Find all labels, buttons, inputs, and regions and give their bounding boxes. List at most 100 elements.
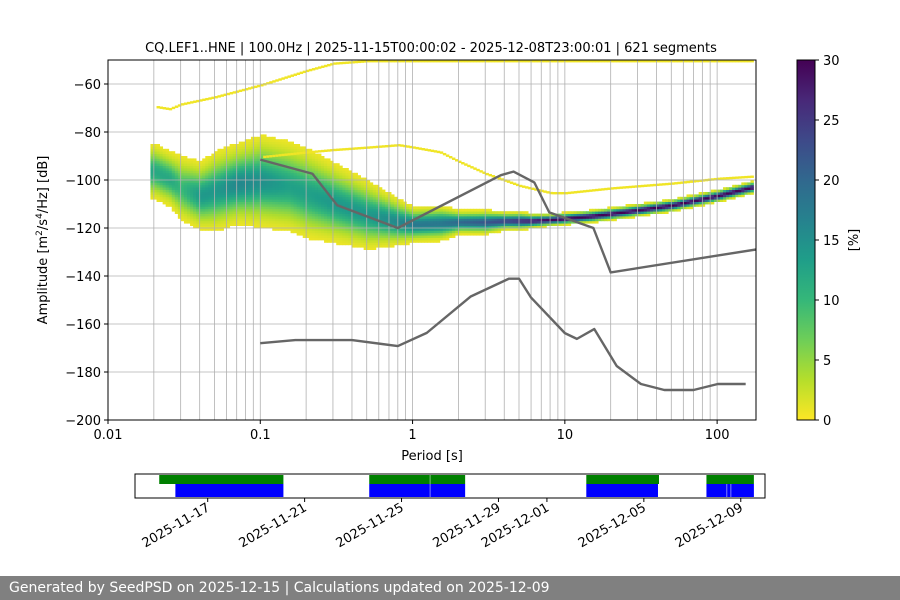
heatmap-cell: [260, 151, 264, 154]
heatmap-cell: [616, 206, 620, 210]
heatmap-cell: [430, 60, 435, 63]
heatmap-cell: [345, 211, 349, 214]
heatmap-cell: [369, 201, 374, 205]
heatmap-cell: [656, 183, 660, 187]
heatmap-cell: [543, 218, 547, 222]
heatmap-cell: [348, 180, 352, 183]
heatmap-cell: [226, 160, 231, 164]
heatmap-cell: [314, 158, 319, 162]
heatmap-cell: [363, 230, 368, 234]
heatmap-cell: [305, 158, 310, 162]
heatmap-cell: [260, 165, 264, 169]
heatmap-cell: [345, 199, 349, 202]
heatmap-cell: [217, 187, 221, 190]
heatmap-cell: [394, 201, 398, 205]
heatmap-cell: [375, 201, 380, 205]
heatmap-cell: [278, 208, 282, 212]
heatmap-cell: [564, 223, 569, 226]
heatmap-cell: [205, 201, 209, 205]
heatmap-cell: [290, 194, 294, 198]
heatmap-cell: [196, 208, 200, 212]
heatmap-cell: [589, 216, 593, 219]
heatmap-cell: [302, 168, 307, 171]
heatmap-cell: [409, 230, 413, 234]
heatmap-cell: [305, 208, 310, 212]
heatmap-cell: [622, 206, 626, 210]
heatmap-cell: [333, 172, 337, 176]
heatmap-cell: [232, 177, 237, 181]
heatmap-cell: [263, 136, 267, 140]
heatmap-cell: [311, 153, 316, 157]
heatmap-cell: [193, 220, 197, 224]
heatmap-cell: [336, 180, 340, 183]
heatmap-cell: [351, 220, 355, 224]
heatmap-cell: [470, 208, 474, 212]
heatmap-cell: [403, 216, 407, 219]
heatmap-cell: [208, 184, 212, 188]
heatmap-cell: [238, 213, 243, 217]
heatmap-cell: [223, 208, 227, 212]
heatmap-cell: [324, 187, 328, 190]
heatmap-cell: [491, 228, 496, 231]
data-availability-segment: [586, 475, 659, 484]
heatmap-cell: [220, 196, 224, 200]
heatmap-cell: [515, 183, 520, 187]
heatmap-cell: [269, 213, 273, 217]
heatmap-cell: [357, 206, 361, 210]
heatmap-cell: [479, 213, 483, 217]
heatmap-cell: [555, 218, 559, 222]
heatmap-cell: [378, 244, 383, 248]
heatmap-cell: [290, 74, 294, 77]
heatmap-cell: [333, 163, 337, 166]
heatmap-cell: [719, 192, 724, 195]
heatmap-cell: [467, 232, 471, 236]
heatmap-cell: [305, 232, 310, 236]
heatmap-cell: [257, 206, 261, 210]
heatmap-cell: [321, 170, 325, 174]
heatmap-cell: [394, 216, 398, 219]
heatmap-cell: [622, 211, 626, 214]
heatmap-cell: [217, 228, 221, 231]
heatmap-cell: [232, 201, 237, 205]
heatmap-cell: [741, 192, 745, 195]
heatmap-cell: [190, 170, 194, 174]
heatmap-cell: [500, 60, 505, 63]
heatmap-cell: [196, 189, 200, 193]
heatmap-cell: [235, 211, 240, 214]
heatmap-cell: [333, 180, 337, 183]
heatmap-cell: [272, 136, 276, 140]
heatmap-cell: [482, 225, 486, 229]
heatmap-cell: [579, 220, 584, 224]
heatmap-cell: [211, 163, 215, 166]
heatmap-cell: [665, 199, 669, 202]
heatmap-cell: [260, 170, 264, 174]
heatmap-cell: [260, 218, 264, 222]
heatmap-cell: [229, 144, 234, 147]
heatmap-cell: [272, 144, 276, 147]
heatmap-cell: [223, 220, 227, 224]
heatmap-cell: [321, 156, 325, 159]
heatmap-cell: [394, 235, 398, 238]
heatmap-cell: [183, 206, 188, 210]
heatmap-cell: [729, 187, 733, 190]
heatmap-cell: [284, 180, 288, 183]
heatmap-cell: [324, 182, 328, 186]
heatmap-cell: [421, 228, 425, 231]
heatmap-cell: [732, 187, 736, 190]
heatmap-cell: [619, 213, 623, 217]
heatmap-cell: [272, 192, 276, 195]
heatmap-cell: [311, 187, 316, 190]
heatmap-cell: [494, 60, 499, 63]
heatmap-cell: [455, 216, 459, 219]
heatmap-cell: [400, 240, 404, 243]
heatmap-cell: [281, 194, 285, 198]
heatmap-cell: [208, 97, 212, 100]
heatmap-cell: [266, 165, 270, 169]
heatmap-cell: [357, 242, 361, 246]
heatmap-cell: [232, 151, 237, 154]
heatmap-cell: [244, 156, 249, 159]
heatmap-cell: [692, 204, 697, 207]
heatmap-cell: [418, 225, 422, 229]
heatmap-cell: [381, 208, 386, 212]
heatmap-cell: [284, 139, 288, 142]
